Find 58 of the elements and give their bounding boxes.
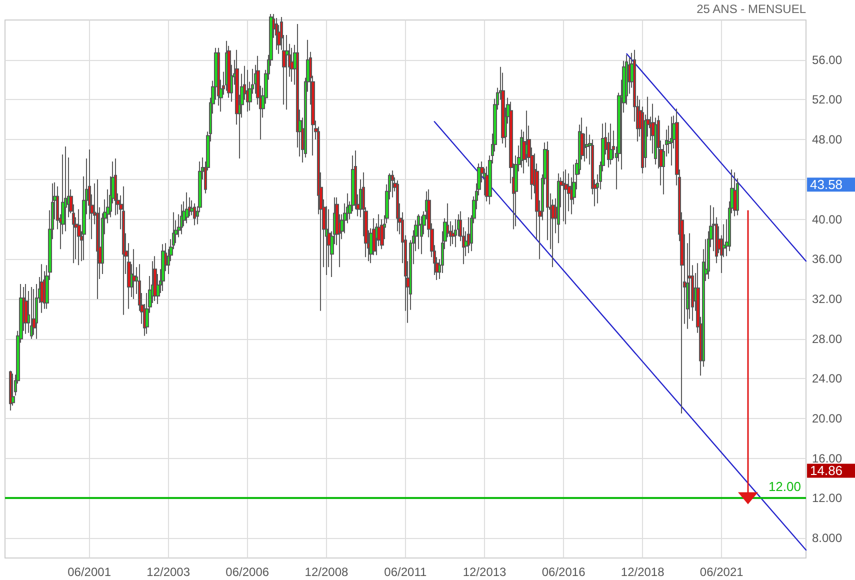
candlestick [153,256,157,302]
candlestick [285,34,289,110]
text: 14.86 [810,463,843,478]
candlestick [9,370,12,412]
candlestick [420,216,423,255]
y-tick-label: 16.00 [812,451,842,466]
candlestick [132,248,136,300]
y-tick-label: 52.00 [812,92,842,107]
candlestick [40,264,44,314]
x-tick-label: 12/2008 [304,565,348,579]
x-tick-label: 12/2003 [146,565,190,579]
candlestick [562,170,565,222]
x-tick-label: 06/2006 [226,565,270,579]
candlestick [114,158,117,216]
candlestick [454,218,457,248]
candlestick [30,286,33,340]
candlestick [670,116,673,166]
candlestick [609,123,613,165]
y-tick-label: 24.00 [812,372,842,386]
candlestick [193,202,196,226]
x-tick-label: 06/2001 [68,565,112,579]
candlestick [275,18,278,50]
ref-line-label: 12.00 [768,479,801,494]
candlestick [467,216,470,254]
candlestick [227,45,231,98]
candlestick [417,214,420,250]
candlestick [564,168,568,225]
text: 25 ANS - MENSUEL [696,2,806,16]
y-tick-label: 28.00 [812,332,842,346]
y-tick-label: 8.000 [812,531,842,546]
candlestick [557,172,560,244]
candlestick [391,170,394,198]
x-tick-label: 12/2018 [620,565,665,579]
x-tick-label: 12/2013 [462,565,507,579]
y-tick-label: 40.00 [812,212,842,226]
y-tick-label: 48.00 [812,132,842,147]
text: 43.58 [810,177,843,192]
candlestick [180,204,183,235]
candlestick [733,172,737,217]
candlestick [185,192,189,224]
candlestick [246,69,249,112]
candlestick [64,146,67,232]
y-tick-label: 20.00 [812,412,842,426]
y-tick-label: 32.00 [812,292,842,306]
y-tick-label: 12.00 [812,491,842,506]
x-tick-label: 06/2016 [542,565,586,579]
candlestick [396,180,399,232]
candlestick [96,178,99,300]
candlestick [11,373,15,406]
x-tick-label: 06/2021 [700,565,744,579]
candlestick [380,218,384,250]
x-tick-label: 06/2011 [384,565,427,579]
y-tick-label: 36.00 [812,252,842,266]
y-tick-label: 56.00 [812,52,842,67]
candlestick [161,244,165,292]
candlestick [122,186,125,316]
candlestick [290,47,294,82]
candlestick [24,284,28,334]
